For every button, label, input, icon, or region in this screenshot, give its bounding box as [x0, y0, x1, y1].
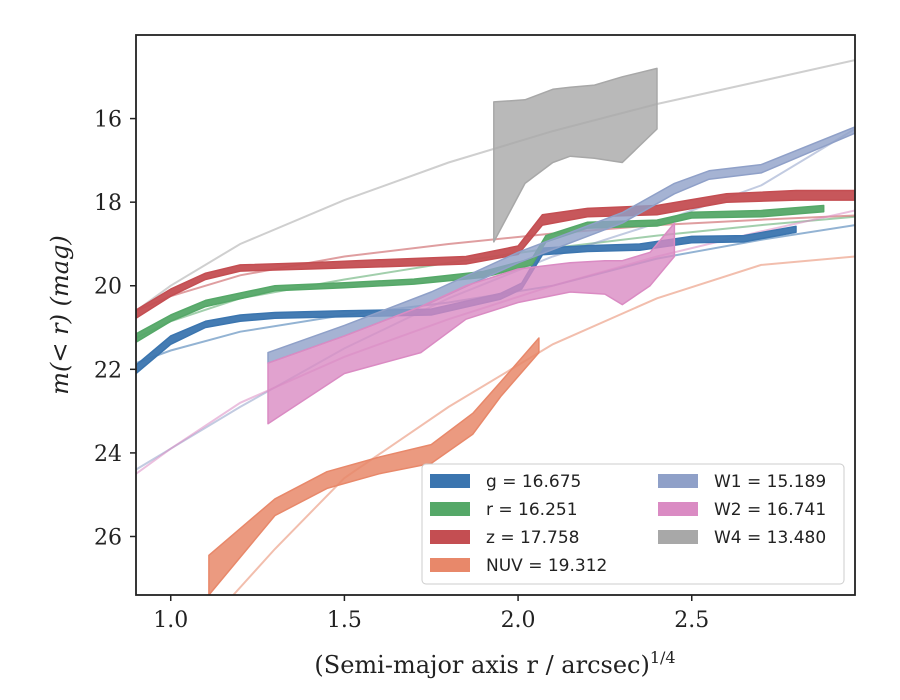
y-axis-title: m(< r) (mag) — [46, 235, 74, 394]
legend-swatch-W1 — [658, 474, 698, 488]
legend-swatch-r — [430, 502, 470, 516]
model-curve-NUV — [232, 255, 855, 595]
model-curve-W4 — [136, 59, 855, 312]
band-z — [136, 189, 855, 320]
model-curve-z — [136, 214, 855, 312]
legend-label-W1: W1 = 15.189 — [714, 472, 826, 492]
band-W2 — [267, 222, 676, 425]
legend: g = 16.675 W1 = 15.189 r = 16.251 W2 = 16.7… — [421, 463, 845, 585]
legend-swatch-z — [430, 530, 470, 544]
legend-label-z: z = 17.758 — [486, 528, 579, 548]
y-tick-label: 24 — [94, 442, 122, 467]
y-tick-label: 16 — [94, 108, 122, 133]
legend-swatch-W2 — [658, 502, 698, 516]
legend-swatch-g — [430, 474, 470, 488]
legend-swatch-NUV — [430, 558, 470, 572]
data-bands — [136, 67, 855, 595]
plot-frame — [135, 34, 856, 596]
y-tick-label: 20 — [94, 275, 122, 300]
x-tick-label: 2.0 — [501, 608, 536, 633]
band-W1 — [267, 126, 855, 364]
legend-label-W4: W4 = 13.480 — [714, 528, 826, 548]
legend-label-W2: W2 = 16.741 — [714, 500, 826, 520]
legend-swatch-W4 — [658, 530, 698, 544]
legend-label-g: g = 16.675 — [486, 472, 581, 492]
y-tick-label: 26 — [94, 525, 122, 550]
legend-label-r: r = 16.251 — [486, 500, 578, 520]
x-tick-label: 1.0 — [153, 608, 188, 633]
legend-label-NUV: NUV = 19.312 — [486, 556, 607, 576]
x-axis-title-superscript: 1/4 — [650, 648, 676, 667]
y-axis: 16 18 20 22 24 26 — [94, 108, 136, 550]
band-g — [136, 225, 797, 375]
x-axis: 1.0 1.5 2.0 2.5 — [153, 595, 709, 633]
legend-box — [421, 463, 845, 585]
y-tick-label: 22 — [94, 358, 122, 383]
x-tick-label: 1.5 — [327, 608, 362, 633]
x-tick-label: 2.5 — [674, 608, 709, 633]
band-NUV — [208, 337, 540, 595]
y-tick-label: 18 — [94, 191, 122, 216]
x-axis-title: (Semi-major axis r / arcsec)1/4 — [314, 648, 675, 679]
band-W4 — [493, 67, 658, 243]
